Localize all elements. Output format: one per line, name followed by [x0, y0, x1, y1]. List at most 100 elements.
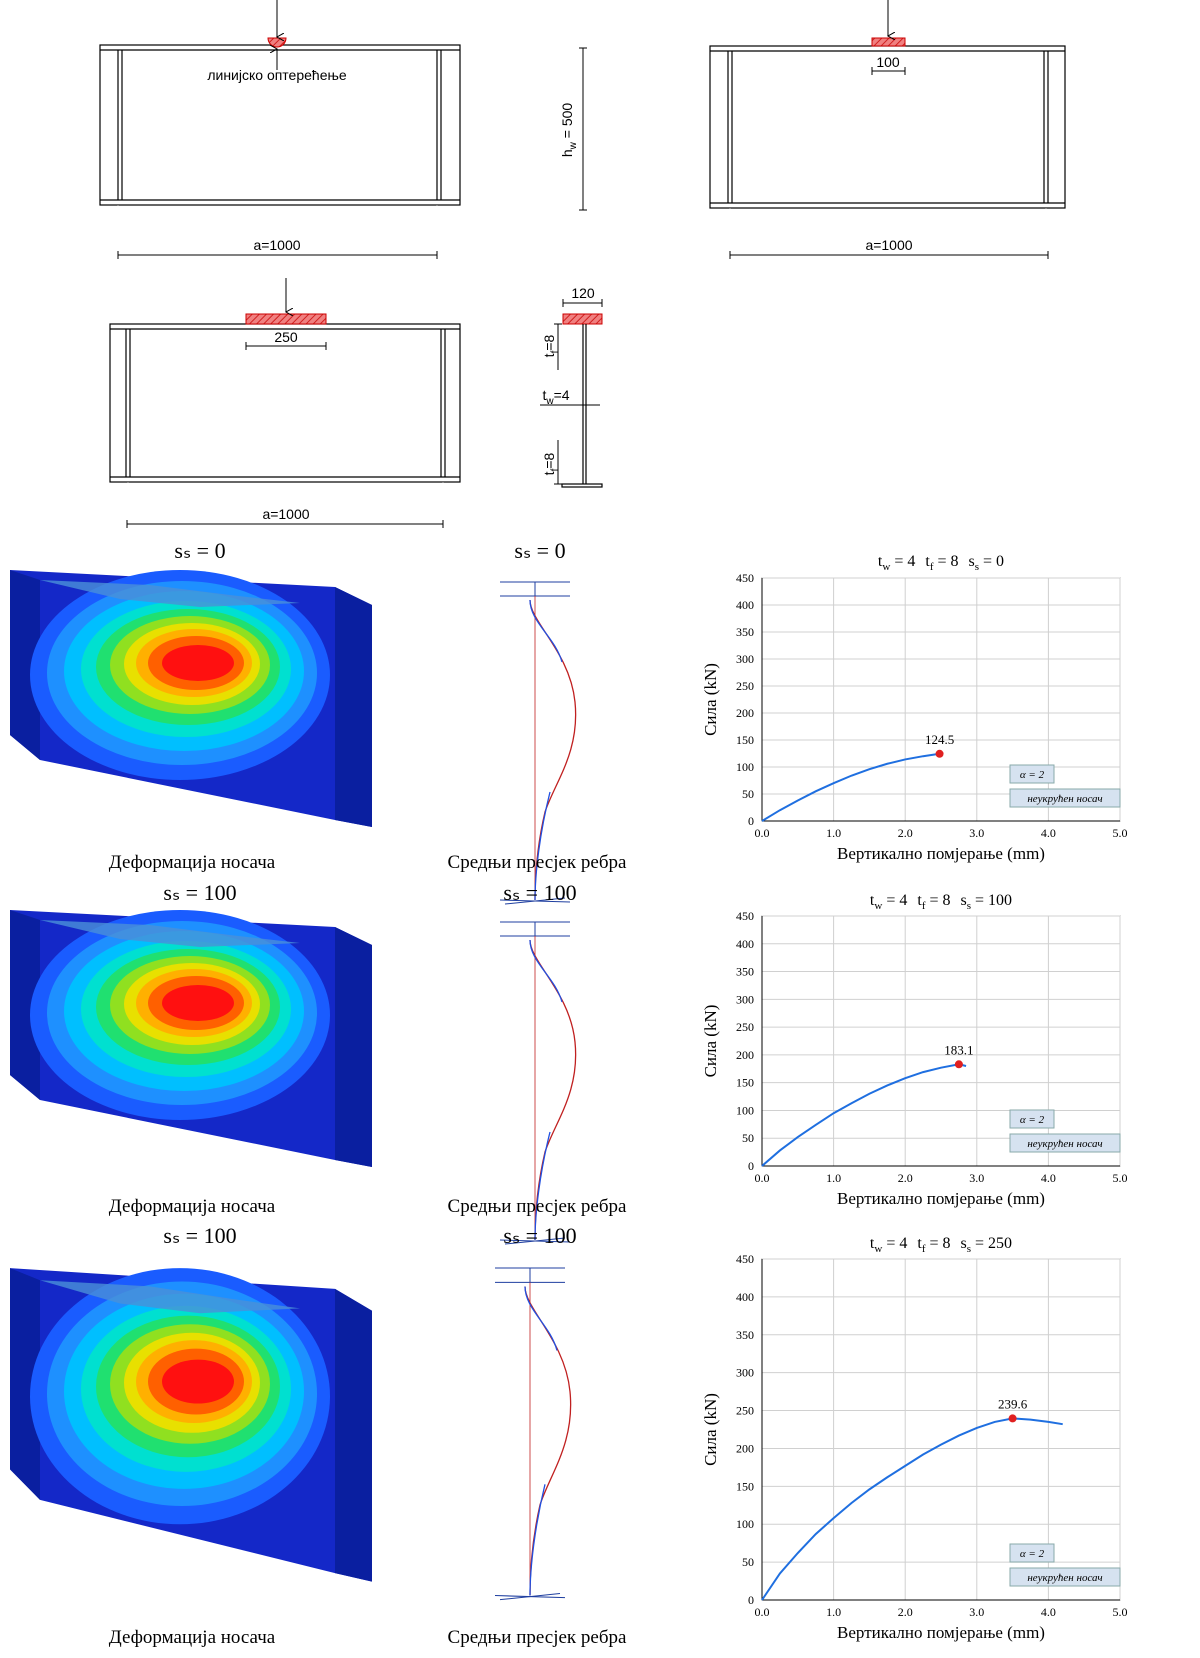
line-load-mark — [268, 38, 286, 47]
title-part: w — [874, 900, 882, 912]
y-tick-label: 50 — [742, 1131, 754, 1145]
title-part: = 4 — [882, 892, 907, 909]
x-tick-label: 4.0 — [1041, 1171, 1056, 1185]
x-tick-label: 2.0 — [898, 826, 913, 840]
title-part: = 8 — [933, 553, 958, 570]
y-tick-label: 50 — [742, 787, 754, 801]
y-tick-label: 450 — [736, 909, 754, 923]
page: линијско оптерећење a=1000 hw = 500 100 … — [0, 0, 1200, 1658]
y-tick-label: 0 — [748, 1159, 754, 1173]
y-tick-label: 450 — [736, 1252, 754, 1266]
deformation-image — [10, 570, 372, 827]
caption: Средњи пресјек ребра — [448, 1627, 627, 1648]
y-axis-label: Сила (kN) — [701, 1005, 720, 1078]
y-tick-label: 250 — [736, 1020, 754, 1034]
y-tick-label: 400 — [736, 598, 754, 612]
flange-width: 120 — [571, 285, 595, 301]
y-tick-label: 400 — [736, 937, 754, 951]
line-load-label: линијско оптерећење — [207, 67, 347, 83]
peak-label: 239.6 — [998, 1396, 1028, 1411]
y-axis-label: Сила (kN) — [701, 1393, 720, 1466]
row-label: sₛ = 0 — [514, 538, 565, 563]
x-tick-label: 1.0 — [826, 1605, 841, 1619]
y-tick-label: 350 — [736, 625, 754, 639]
note: неукрућен носач — [1027, 1572, 1102, 1584]
web-section — [495, 1268, 571, 1600]
peak-label: 124.5 — [925, 732, 954, 747]
hw-label: hw = 500 — [559, 103, 579, 158]
title-part: = 8 — [925, 892, 950, 909]
tw-label: tw=4 — [542, 387, 569, 407]
x-tick-label: 1.0 — [826, 826, 841, 840]
x-tick-label: 3.0 — [969, 1171, 984, 1185]
title-part: = 4 — [882, 1235, 907, 1252]
span-label: a=1000 — [865, 237, 912, 253]
title-part: w — [874, 1243, 882, 1255]
y-tick-label: 350 — [736, 1328, 754, 1342]
title-part: w — [882, 561, 890, 573]
y-tick-label: 0 — [748, 1593, 754, 1607]
bearing-label: 250 — [274, 329, 298, 345]
title-part: = 100 — [971, 892, 1012, 909]
y-tick-label: 0 — [748, 814, 754, 828]
note: неукрућен носач — [1027, 1138, 1102, 1150]
caption: Деформација носача — [109, 852, 276, 873]
row-label: sₛ = 100 — [503, 880, 576, 905]
plot-area — [762, 1259, 1120, 1600]
deformation-image — [10, 1268, 372, 1582]
note: α = 2 — [1020, 1114, 1045, 1126]
x-axis-label: Вертикално помјерање (mm) — [837, 844, 1045, 863]
span-label: a=1000 — [262, 506, 309, 522]
span-label: a=1000 — [253, 237, 300, 253]
plot-area — [762, 578, 1120, 821]
row-label: sₛ = 100 — [503, 1223, 576, 1248]
caption: Средњи пресјек ребра — [448, 1196, 627, 1217]
title-part: = 8 — [925, 1235, 950, 1252]
title-part: = 4 — [890, 553, 915, 570]
x-tick-label: 1.0 — [826, 1171, 841, 1185]
y-tick-label: 100 — [736, 1103, 754, 1117]
deformation-image — [10, 910, 372, 1167]
y-tick-label: 100 — [736, 760, 754, 774]
plot-area — [762, 916, 1120, 1166]
y-tick-label: 300 — [736, 652, 754, 666]
note: неукрућен носач — [1027, 793, 1102, 805]
hw-dim — [579, 48, 587, 210]
y-tick-label: 300 — [736, 992, 754, 1006]
x-tick-label: 5.0 — [1113, 1605, 1128, 1619]
row-label: sₛ = 0 — [174, 538, 225, 563]
peak-point — [955, 1060, 963, 1068]
x-tick-label: 4.0 — [1041, 1605, 1056, 1619]
y-tick-label: 100 — [736, 1517, 754, 1531]
note: α = 2 — [1020, 1548, 1045, 1560]
y-tick-label: 250 — [736, 1404, 754, 1418]
title-part: = 250 — [971, 1235, 1012, 1252]
caption: Средњи пресјек ребра — [448, 852, 627, 873]
top-flange — [563, 314, 602, 324]
peak-point — [936, 750, 944, 758]
bearing-plate — [246, 314, 326, 324]
row-label: sₛ = 100 — [163, 1223, 236, 1248]
x-tick-label: 3.0 — [969, 826, 984, 840]
x-axis-label: Вертикално помјерање (mm) — [837, 1189, 1045, 1208]
y-tick-label: 450 — [736, 571, 754, 585]
y-tick-label: 200 — [736, 1048, 754, 1062]
caption: Деформација носача — [109, 1196, 276, 1217]
y-tick-label: 200 — [736, 706, 754, 720]
y-tick-label: 200 — [736, 1441, 754, 1455]
caption: Деформација носача — [109, 1627, 276, 1648]
y-tick-label: 350 — [736, 965, 754, 979]
y-tick-label: 250 — [736, 679, 754, 693]
bearing-label: 100 — [876, 54, 900, 70]
y-axis-label: Сила (kN) — [701, 663, 720, 736]
x-tick-label: 5.0 — [1113, 826, 1128, 840]
title-part: = 0 — [979, 553, 1004, 570]
y-tick-label: 400 — [736, 1290, 754, 1304]
chart-title: tw = 4tf = 8ss = 100 — [870, 892, 1012, 912]
bearing-plate — [872, 38, 905, 46]
x-tick-label: 2.0 — [898, 1171, 913, 1185]
y-tick-label: 150 — [736, 1479, 754, 1493]
x-tick-label: 5.0 — [1113, 1171, 1128, 1185]
